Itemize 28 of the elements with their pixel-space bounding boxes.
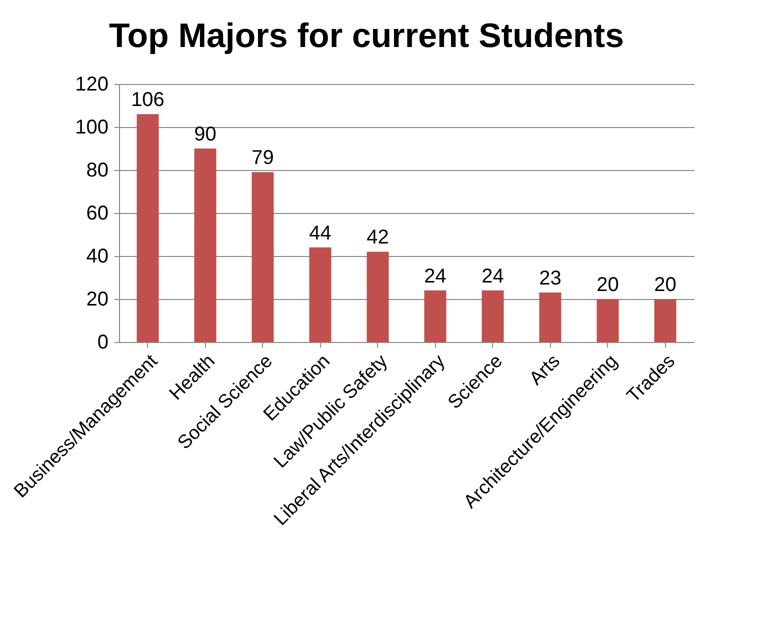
y-tick-label: 80 (86, 160, 108, 182)
data-label: 24 (424, 265, 446, 288)
data-label: 106 (131, 89, 164, 112)
bar (136, 114, 159, 342)
chart-title: Top Majors for current Students (108, 17, 624, 55)
bar (194, 148, 216, 342)
y-tick-label: 120 (75, 74, 108, 96)
data-label: 42 (366, 226, 389, 249)
bar (366, 252, 389, 342)
data-label: 44 (309, 222, 332, 244)
y-tick-label: 20 (86, 288, 108, 310)
y-tick-label: 40 (86, 246, 108, 268)
bar (309, 247, 332, 342)
y-tick-label: 60 (86, 202, 108, 224)
bar (252, 172, 274, 342)
y-tick-label: 100 (75, 116, 108, 138)
data-label: 20 (596, 274, 619, 296)
bar (539, 292, 562, 342)
data-label: 24 (482, 265, 504, 288)
data-label: 79 (252, 147, 274, 170)
y-tick-label: 0 (97, 332, 108, 354)
bar (654, 299, 676, 342)
bar (482, 290, 504, 342)
bar (424, 290, 446, 342)
bar (596, 299, 619, 342)
data-label: 23 (539, 268, 562, 290)
data-label: 20 (654, 274, 676, 296)
data-label: 90 (194, 124, 216, 146)
